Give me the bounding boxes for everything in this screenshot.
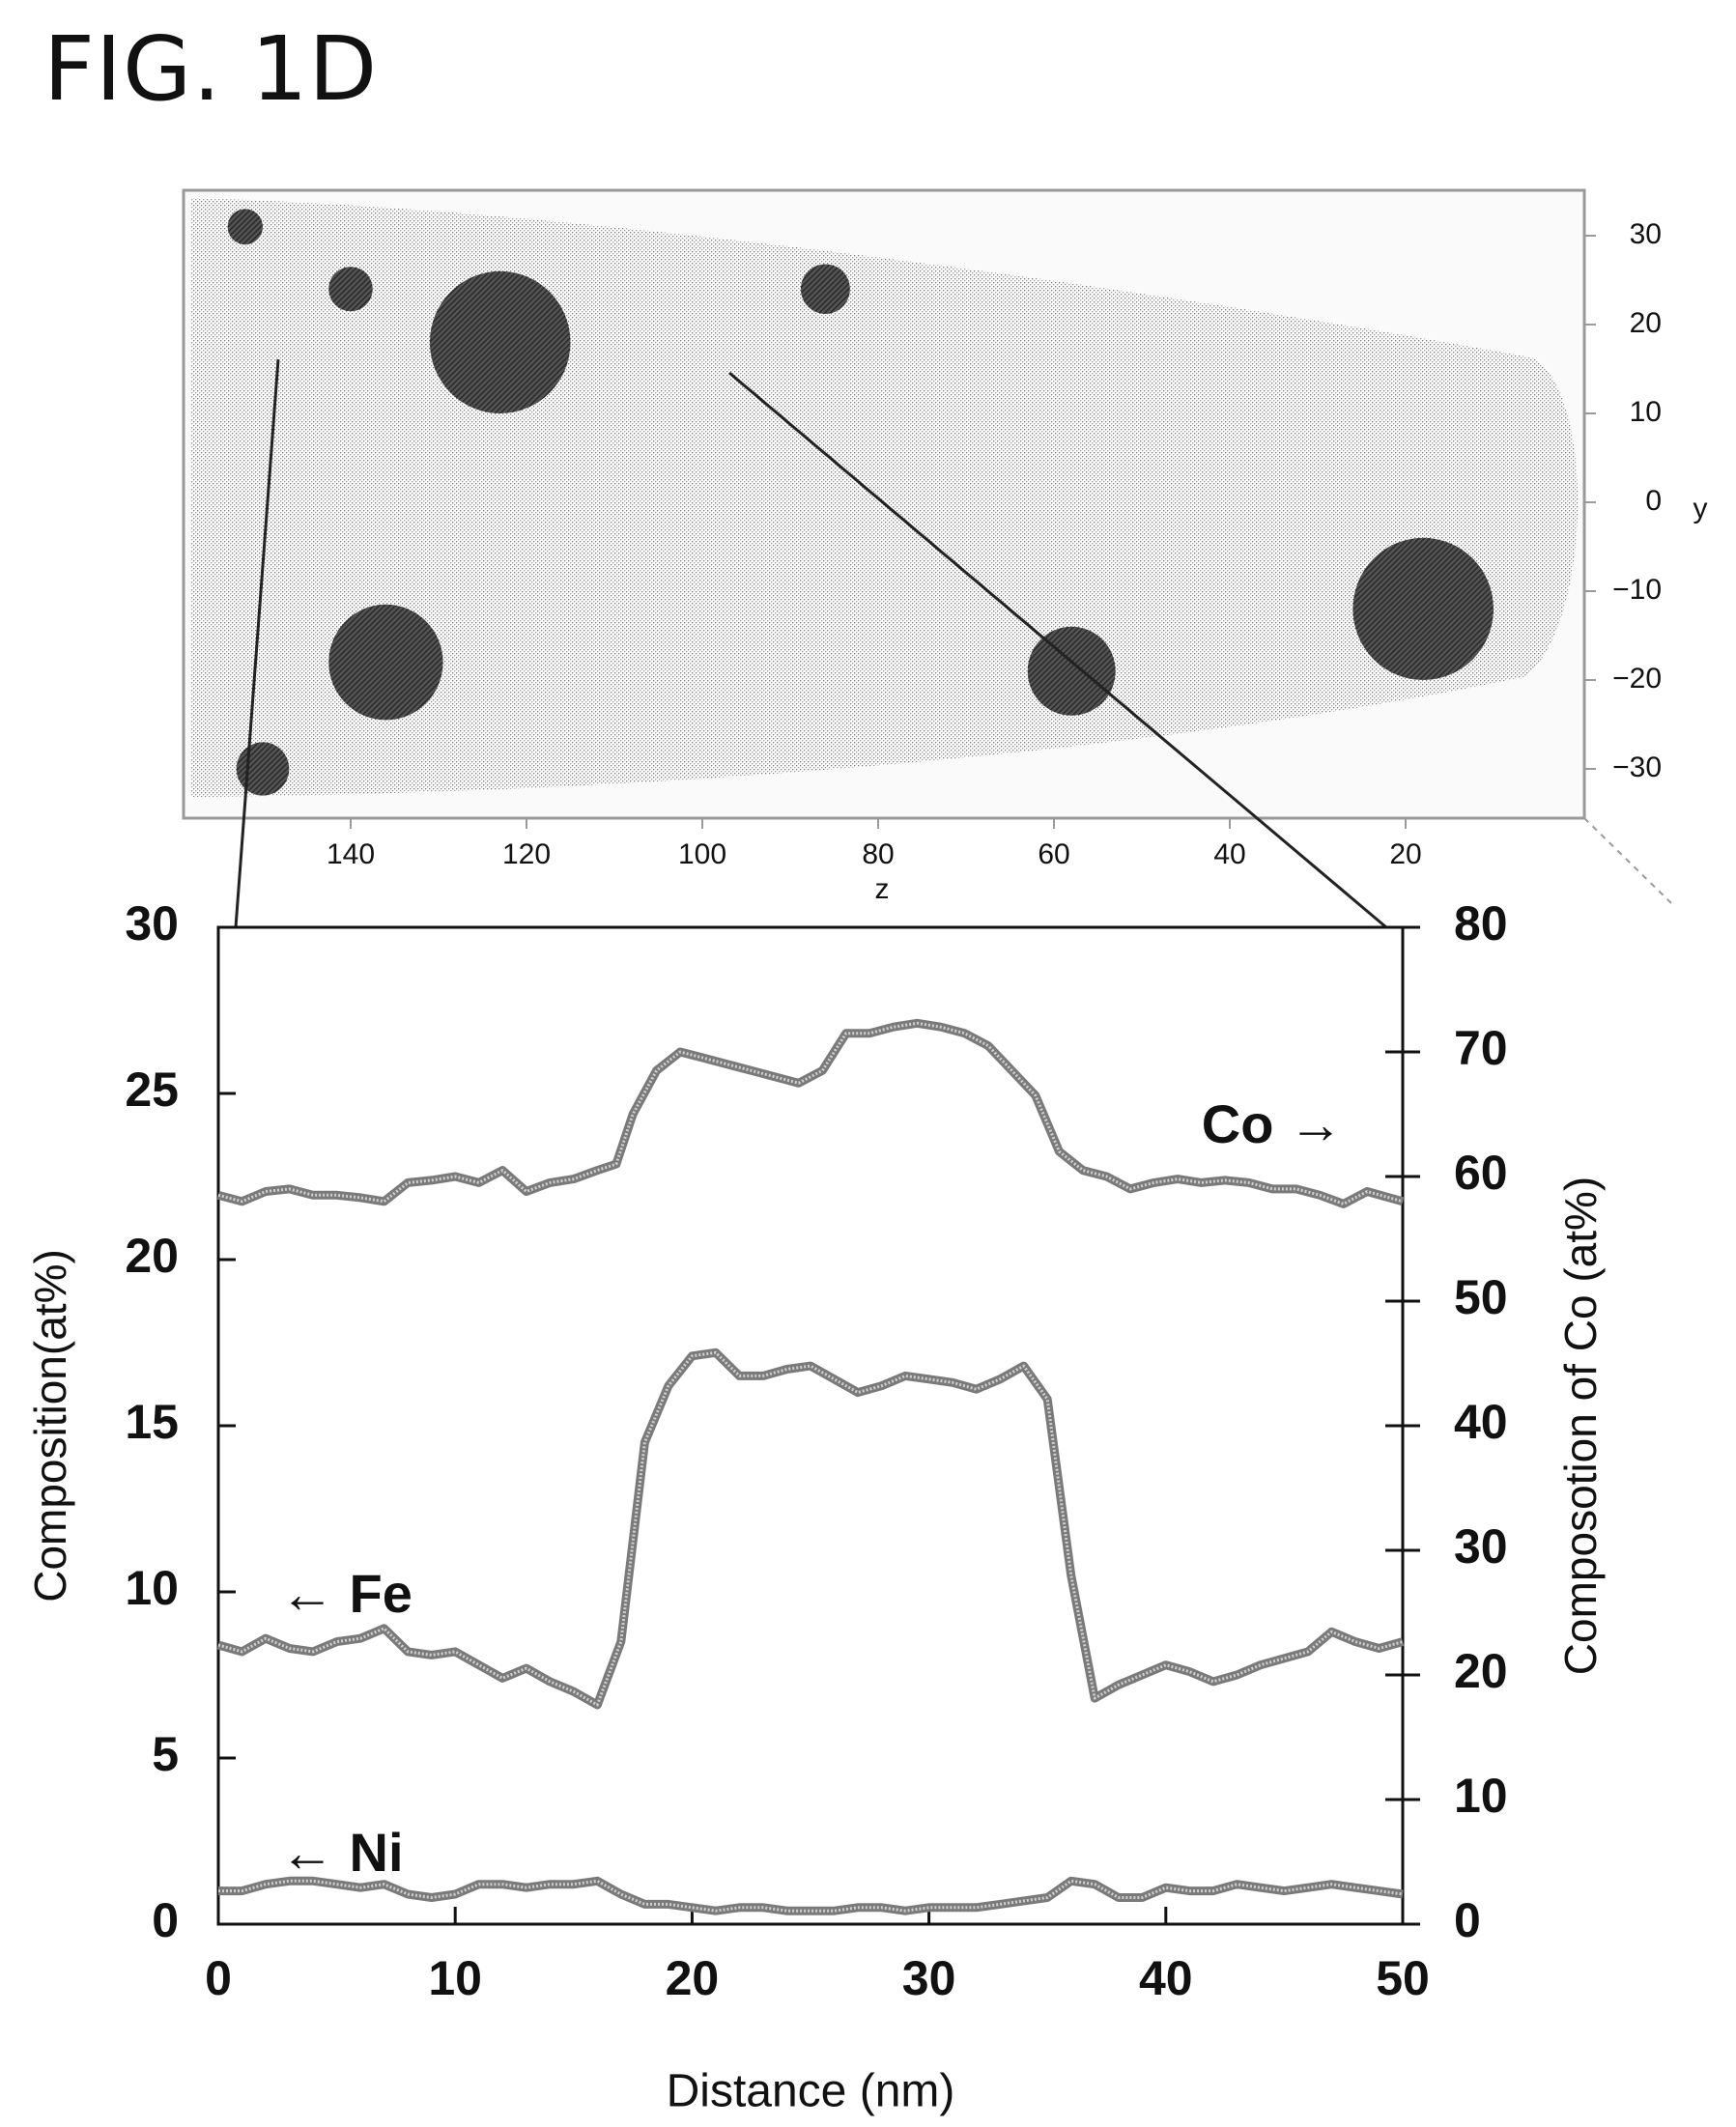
right-y-axis-title: Composotion of Co (at%) — [1555, 1177, 1606, 1675]
x-tick-label: 0 — [205, 1951, 232, 2005]
map-line-profile-1 — [234, 358, 280, 928]
figure-title: FIG. 1D — [43, 17, 379, 121]
left-y-tick-label: 20 — [125, 1229, 179, 1283]
map-x-tick-label: 80 — [862, 838, 894, 870]
precipitate-particle — [800, 264, 850, 314]
series-annotation-ni: ← Ni — [280, 1822, 404, 1883]
x-tick-label: 20 — [666, 1951, 720, 2005]
x-axis-title: Distance (nm) — [667, 2066, 955, 2117]
left-y-tick-label: 10 — [125, 1561, 179, 1615]
precipitate-particle — [328, 267, 373, 312]
right-y-tick-label: 60 — [1454, 1146, 1508, 1200]
map-axis-perspective-line — [1583, 817, 1672, 904]
map-y-axis-label: y — [1693, 493, 1708, 525]
series-line-ni-casing — [218, 1876, 1404, 1915]
x-tick-label: 30 — [902, 1951, 956, 2005]
series-line-co — [217, 1021, 1404, 1205]
map-y-tick-label: 0 — [1645, 485, 1662, 517]
map-x-tick-label: 40 — [1213, 838, 1245, 870]
left-y-tick-label: 15 — [125, 1395, 179, 1449]
right-y-tick-label: 20 — [1454, 1644, 1508, 1698]
map-x-tick-label: 120 — [502, 838, 551, 870]
map-y-tick-label: −30 — [1612, 752, 1662, 783]
precipitate-particle — [227, 209, 263, 245]
precipitate-particle — [1352, 537, 1494, 681]
x-tick-label: 10 — [428, 1951, 482, 2005]
right-y-tick-label: 70 — [1454, 1021, 1508, 1075]
left-y-tick-label: 0 — [152, 1893, 179, 1947]
precipitate-particle — [1027, 626, 1116, 716]
right-y-tick-label: 30 — [1454, 1519, 1508, 1574]
left-y-tick-label: 25 — [125, 1063, 179, 1117]
map-y-tick-label: 30 — [1630, 218, 1662, 250]
right-y-tick-label: 10 — [1454, 1769, 1508, 1823]
map-x-axis-label: z — [875, 873, 890, 905]
map-x-tick-label: 20 — [1389, 838, 1421, 870]
composition-chart: 0 5 10 15 20 25 30 0 10 20 30 40 50 60 70 80 0 10 20 30 40… — [25, 896, 1606, 2116]
map-x-tick-label: 60 — [1038, 838, 1069, 870]
series-line-fe-casing — [216, 1347, 1405, 1710]
map-y-tick-label: −10 — [1612, 574, 1662, 606]
precipitate-particle — [236, 742, 290, 796]
right-y-tick-label: 0 — [1454, 1893, 1481, 1947]
map-x-tick-label: 100 — [678, 838, 726, 870]
map-y-tick-label: −20 — [1612, 663, 1662, 695]
precipitate-particle — [328, 604, 443, 721]
map-x-tick-label: 140 — [327, 838, 375, 870]
series-line-ni — [218, 1879, 1404, 1913]
series-line-fe — [217, 1350, 1404, 1707]
x-tick-label: 50 — [1376, 1951, 1430, 2005]
x-tick-label: 40 — [1139, 1951, 1193, 2005]
right-y-tick-label: 50 — [1454, 1270, 1508, 1324]
series-annotation-fe: ← Fe — [280, 1563, 413, 1624]
map-line-profile-2 — [728, 371, 1387, 929]
precipitate-particle — [429, 270, 571, 413]
right-y-tick-label: 40 — [1454, 1395, 1508, 1449]
map-y-tick-label: 20 — [1630, 307, 1662, 339]
map-y-tick-label: 10 — [1630, 396, 1662, 428]
left-y-tick-label: 30 — [125, 896, 179, 950]
series-annotation-co: Co → — [1202, 1093, 1343, 1154]
left-y-axis-title: Composition(at%) — [25, 1249, 75, 1602]
right-y-tick-label: 80 — [1454, 896, 1508, 950]
left-y-tick-label: 5 — [152, 1727, 179, 1781]
